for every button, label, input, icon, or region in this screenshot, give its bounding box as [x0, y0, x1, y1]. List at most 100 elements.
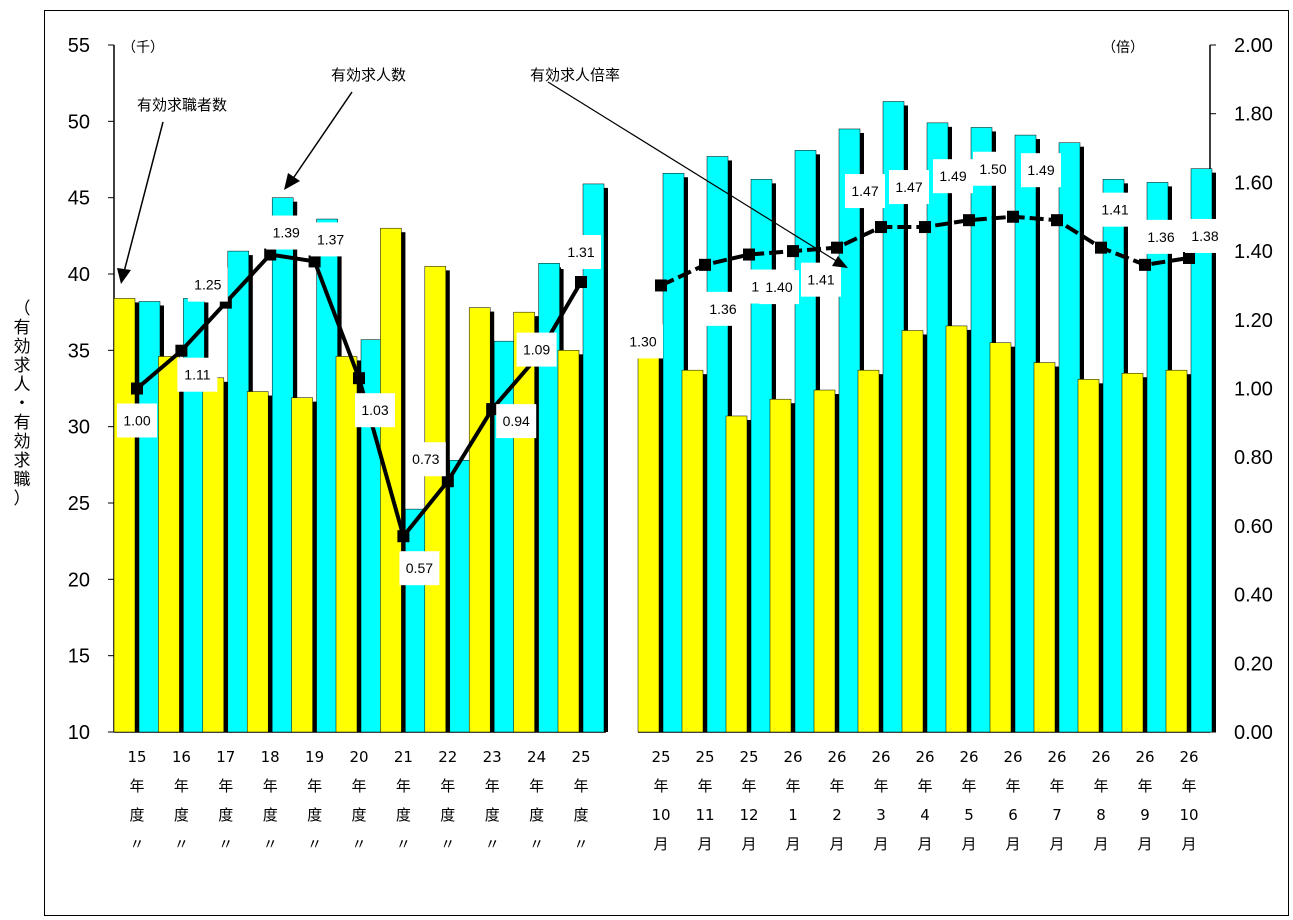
y-left-tick-label: 15	[68, 646, 90, 668]
annotation-ratio: 有効求人倍率	[530, 66, 620, 84]
y-left-tick-label: 50	[68, 111, 90, 133]
x-tick-label: 年	[917, 777, 932, 795]
bar-jobseekers	[113, 298, 136, 733]
x-tick-label: 26	[1047, 748, 1066, 766]
arrowhead	[832, 256, 848, 268]
bar-openings	[227, 250, 250, 733]
x-tick-label: 25	[739, 748, 758, 766]
ratio-point	[699, 258, 711, 271]
bar-openings	[1014, 134, 1037, 733]
x-tick-label: 年	[174, 777, 189, 795]
x-tick-label: 7	[1052, 806, 1062, 824]
y-right-unit: （倍）	[1102, 40, 1144, 56]
x-tick-label: 度	[263, 806, 278, 824]
bar-jobseekers	[945, 325, 968, 733]
x-tick-label: 25	[571, 748, 590, 766]
ratio-point	[575, 276, 587, 289]
bar-openings	[405, 508, 427, 733]
y-left-tick-label: 30	[68, 417, 90, 439]
x-tick-label: 9	[1140, 806, 1150, 824]
bar-jobseekers	[557, 350, 580, 733]
bar-jobseekers	[380, 227, 402, 733]
x-tick-label: 2	[832, 806, 842, 824]
ratio-data-label: 1.36	[1147, 229, 1174, 245]
ratio-label-box	[623, 324, 663, 359]
x-tick-label: 年	[829, 777, 844, 795]
bar-openings	[1190, 168, 1213, 733]
arrowhead	[284, 173, 300, 190]
ratio-label-box	[703, 291, 743, 326]
x-tick-label: 月	[741, 835, 756, 853]
ratio-data-label: 1.47	[851, 183, 878, 199]
x-tick-label: 年	[653, 777, 668, 795]
y-left-tick-label: 55	[68, 35, 90, 57]
y-right-tick-label: 0.60	[1234, 516, 1273, 538]
x-tick-label: 月	[1093, 835, 1108, 853]
annotation-jobseekers: 有効求職者数	[137, 96, 227, 114]
x-tick-label: 月	[829, 835, 844, 853]
x-tick-label: 8	[1096, 806, 1106, 824]
x-tick-label: 年	[1093, 777, 1108, 795]
bar-jobseekers	[158, 356, 180, 733]
x-tick-label: 度	[307, 806, 322, 824]
ratio-point	[486, 403, 499, 416]
x-tick-label: 年	[1005, 777, 1020, 795]
ratio-data-label: 1.50	[979, 161, 1006, 177]
x-tick-label: 度	[351, 806, 366, 824]
ratio-point	[963, 214, 975, 227]
x-tick-label: 年	[697, 777, 712, 795]
y-left-tick-label: 40	[68, 264, 90, 286]
ratio-label-box	[1095, 192, 1135, 227]
bar-jobseekers	[637, 334, 660, 733]
x-tick-label: 10	[1179, 806, 1198, 824]
ratio-point	[1007, 210, 1019, 223]
x-tick-label: 度	[218, 806, 233, 824]
x-tick-label: 〃	[440, 835, 455, 853]
x-tick-label: 26	[915, 748, 934, 766]
x-tick-label: 25	[695, 748, 714, 766]
y-axis-left-title-char: 効	[13, 432, 31, 452]
ratio-point	[131, 382, 143, 395]
x-tick-label: 21	[394, 748, 413, 766]
x-tick-label: 〃	[529, 835, 544, 853]
ratio-label-box	[759, 270, 799, 305]
x-tick-label: 度	[396, 806, 411, 824]
x-tick-label: 年	[263, 777, 278, 795]
y-axis-left-title-char: 有	[13, 318, 31, 338]
x-tick-label: 〃	[218, 835, 233, 853]
x-tick-label: 24	[527, 748, 546, 766]
x-tick-label: 年	[785, 777, 800, 795]
ratio-data-label: 0.57	[406, 560, 433, 576]
ratio-data-label: 1.25	[194, 277, 221, 293]
ratio-point	[397, 530, 410, 543]
annotation-arrow	[291, 91, 353, 181]
x-tick-label: 年	[218, 777, 233, 795]
x-tick-label: 26	[827, 748, 846, 766]
bar-openings	[1102, 179, 1125, 733]
ratio-data-label: 0.73	[412, 451, 439, 467]
y-axis-left-title-char: 効	[13, 337, 31, 357]
x-tick-label: 月	[697, 835, 712, 853]
y-axis-left-title-char: 求	[13, 451, 31, 471]
y-left-tick-label: 25	[68, 493, 90, 515]
x-tick-label: 19	[305, 748, 324, 766]
x-tick-label: 月	[1137, 835, 1152, 853]
bar-jobseekers	[989, 342, 1012, 733]
ratio-label-box	[561, 235, 601, 270]
bar-openings	[449, 460, 472, 733]
ratio-data-label: 1.37	[317, 231, 344, 247]
bar-jobseekers	[468, 307, 491, 733]
bar-openings	[926, 122, 949, 733]
x-tick-label: 月	[785, 835, 800, 853]
x-tick-label: 月	[653, 835, 668, 853]
x-tick-label: 26	[1135, 748, 1154, 766]
ratio-point	[1051, 214, 1063, 227]
y-left-unit: （千）	[122, 40, 164, 56]
x-tick-label: 年	[1181, 777, 1196, 795]
x-tick-label: 25	[651, 748, 670, 766]
x-tick-label: 年	[529, 777, 544, 795]
x-tick-label: 23	[483, 748, 502, 766]
y-right-tick-label: 0.00	[1234, 722, 1273, 744]
bar-jobseekers	[246, 391, 269, 733]
y-right-tick-label: 1.60	[1234, 172, 1273, 194]
